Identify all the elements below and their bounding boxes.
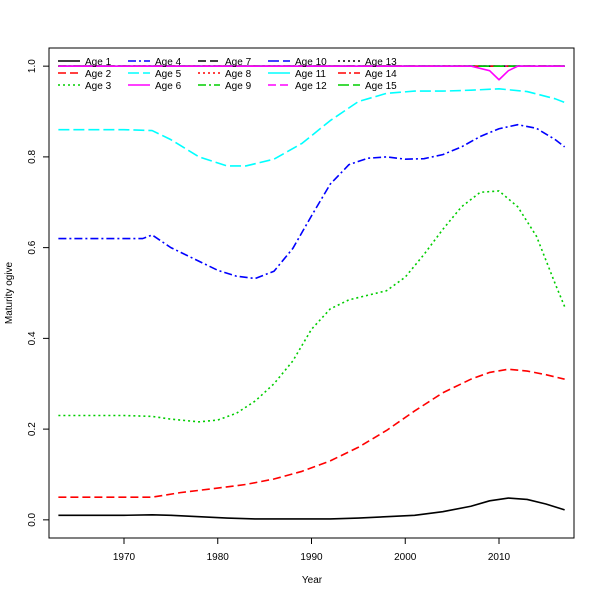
legend-label: Age 14 [365,69,397,80]
y-tick-label: 0.2 [27,422,38,436]
legend-label: Age 13 [365,57,397,68]
legend-label: Age 12 [295,81,327,92]
legend-label: Age 4 [155,57,182,68]
y-tick-label: 0.0 [27,512,38,526]
y-tick-label: 0.8 [27,150,38,164]
legend-label: Age 5 [155,69,182,80]
legend-label: Age 11 [295,69,326,80]
y-axis: 0.0 0.2 0.4 0.6 0.8 1.0 [27,59,49,527]
plot-frame [48,47,575,539]
series-line-age-5 [58,88,565,167]
y-axis-label: Maturity ogive [4,261,15,324]
legend-label: Age 3 [85,81,112,92]
x-tick-label: 1970 [113,552,136,563]
legend-label: Age 2 [85,69,112,80]
y-tick-label: 0.4 [27,331,38,345]
series-layer [58,65,566,520]
legend-label: Age 8 [225,69,252,80]
legend-label: Age 9 [225,81,252,92]
legend-label: Age 10 [295,57,327,68]
legend-label: Age 1 [85,57,112,68]
legend-label: Age 6 [155,81,182,92]
series-line-age-6 [58,65,565,81]
x-tick-label: 2000 [394,552,417,563]
series-line-age-3 [58,190,566,423]
legend-label: Age 15 [365,81,397,92]
series-line-age-1 [58,497,565,520]
x-tick-label: 1980 [207,552,230,563]
series-line-age-2 [58,368,565,498]
legend-label: Age 7 [225,57,252,68]
series-line-age-4 [58,123,566,280]
y-tick-label: 1.0 [27,59,38,73]
x-axis-label: Year [302,575,323,586]
y-tick-label: 0.6 [27,240,38,254]
x-axis: 1970 1980 1990 2000 2010 [113,538,511,563]
x-tick-label: 1990 [300,552,323,563]
x-tick-label: 2010 [488,552,511,563]
